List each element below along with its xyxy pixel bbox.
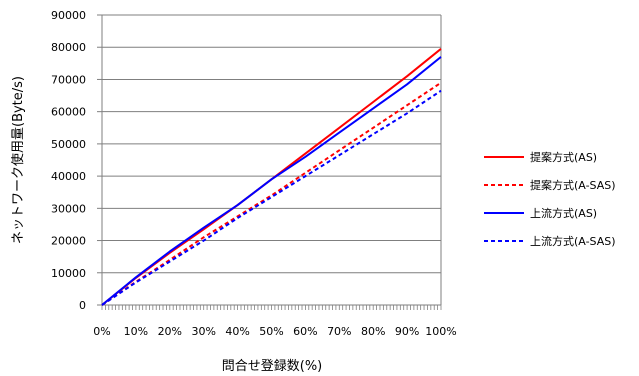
legend-label: 上流方式(AS) xyxy=(530,206,597,220)
x-tick-label: 100% xyxy=(425,325,456,338)
series-line xyxy=(101,81,442,306)
x-tick-label: 10% xyxy=(124,325,148,338)
legend-label: 上流方式(A-SAS) xyxy=(530,234,616,248)
y-tick-label: 20000 xyxy=(51,235,86,248)
x-tick-label: 30% xyxy=(191,325,215,338)
x-tick-label: 0% xyxy=(93,325,110,338)
x-tick-label: 80% xyxy=(361,325,385,338)
x-tick-label: 70% xyxy=(327,325,351,338)
series xyxy=(101,48,442,306)
legend-label: 提案方式(A-SAS) xyxy=(530,178,616,192)
axes xyxy=(97,14,442,310)
grid xyxy=(102,14,441,274)
y-tick-label: 10000 xyxy=(51,267,86,280)
plot-background xyxy=(102,15,441,305)
y-tick-label: 0 xyxy=(79,299,86,312)
y-axis-title: ネットワーク使用量(Byte/s) xyxy=(10,76,26,244)
ticks: 0 10000 20000 30000 40000 50000 60000 70000 8000… xyxy=(51,9,457,338)
series-line xyxy=(101,56,442,306)
x-tick-label: 60% xyxy=(293,325,317,338)
y-tick-label: 30000 xyxy=(51,202,86,215)
x-tick-label: 40% xyxy=(225,325,249,338)
x-tick-label: 20% xyxy=(158,325,182,338)
y-tick-label: 60000 xyxy=(51,106,86,119)
y-tick-label: 50000 xyxy=(51,138,86,151)
y-tick-label: 70000 xyxy=(51,73,86,86)
y-tick-label: 40000 xyxy=(51,170,86,183)
y-tick-label: 90000 xyxy=(51,9,86,22)
x-axis-title: 問合せ登録数(%) xyxy=(222,359,323,374)
y-tick-label: 80000 xyxy=(51,41,86,54)
plot-area xyxy=(102,15,441,305)
x-tick-label: 90% xyxy=(395,325,419,338)
legend: 提案方式(AS) 提案方式(A-SAS) 上流方式(AS) 上流方式(A-SAS) xyxy=(484,150,616,248)
legend-label: 提案方式(AS) xyxy=(530,150,597,164)
x-tick-label: 50% xyxy=(259,325,283,338)
